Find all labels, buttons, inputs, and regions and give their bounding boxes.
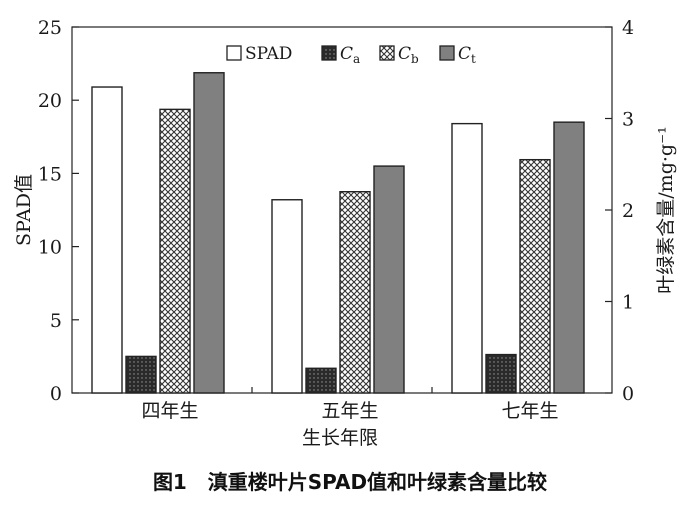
bar-ct-3 — [553, 121, 585, 394]
legend-swatch-spad — [226, 45, 242, 61]
legend-swatch-ca — [321, 45, 337, 61]
x-category-label: 四年生 — [141, 400, 198, 422]
x-category-label: 五年生 — [321, 400, 378, 422]
y-right-tick-label: 0 — [622, 383, 634, 405]
y-right-tick-label: 1 — [622, 292, 634, 314]
bar-ca-1 — [125, 355, 157, 394]
x-category-label: 七年生 — [501, 400, 558, 422]
bar-spad-1 — [91, 86, 123, 394]
legend-sub-ca: a — [353, 52, 360, 66]
y-axis-right-title: 叶绿素含量/mg·g⁻¹ — [655, 126, 677, 293]
bar-ct-2 — [373, 165, 405, 394]
legend-sub-cb: b — [411, 52, 419, 66]
legend-swatch-cb — [379, 45, 395, 61]
y-left-tick-label: 10 — [38, 237, 62, 259]
y-left-tick-label: 5 — [50, 310, 62, 332]
bar-spad-3 — [451, 122, 483, 394]
legend-label-ct: Ct — [458, 44, 476, 66]
bar-ca-3 — [485, 353, 517, 394]
legend-sub-ct: t — [471, 52, 476, 66]
legend-label-spad: SPAD — [245, 44, 292, 64]
x-axis-title: 生长年限 — [302, 427, 378, 449]
y-left-tick-label: 25 — [38, 17, 62, 39]
y-left-tick-label: 0 — [50, 383, 62, 405]
bar-spad-2 — [271, 199, 303, 394]
bar-ct-1 — [193, 72, 225, 394]
legend: SPAD Ca Cb Ct — [226, 44, 476, 66]
y-right-tick-label: 3 — [622, 109, 634, 131]
legend-label-cb: Cb — [398, 44, 419, 66]
legend-swatch-ct — [439, 45, 455, 61]
bar-ca-2 — [305, 367, 337, 394]
legend-label-ca: Ca — [340, 44, 360, 66]
caption-label: 图1 — [152, 470, 187, 494]
y-left-tick-label: 20 — [38, 90, 62, 112]
y-right-tick-label: 2 — [622, 200, 634, 222]
caption-text: 滇重楼叶片SPAD值和叶绿素含量比较 — [207, 470, 548, 494]
y-right-tick-label: 4 — [622, 17, 634, 39]
bar-cb-3 — [519, 158, 551, 394]
y-left-tick-label: 15 — [38, 163, 62, 185]
bar-cb-1 — [159, 108, 191, 394]
left-axis: 0 5 10 15 20 25 — [38, 17, 79, 405]
x-axis: 四年生 五年生 七年生 — [141, 387, 559, 422]
figure-caption: 图1 滇重楼叶片SPAD值和叶绿素含量比较 — [0, 466, 700, 495]
bars-group — [91, 72, 585, 394]
y-axis-left-title: SPAD值 — [13, 174, 35, 246]
bar-cb-2 — [339, 190, 371, 394]
right-axis: 0 1 2 3 4 — [605, 17, 634, 405]
bar-chart: 0 5 10 15 20 25 0 1 2 3 4 四年生 五年生 七年生 SPAD值 叶绿素含量/m… — [13, 17, 677, 449]
